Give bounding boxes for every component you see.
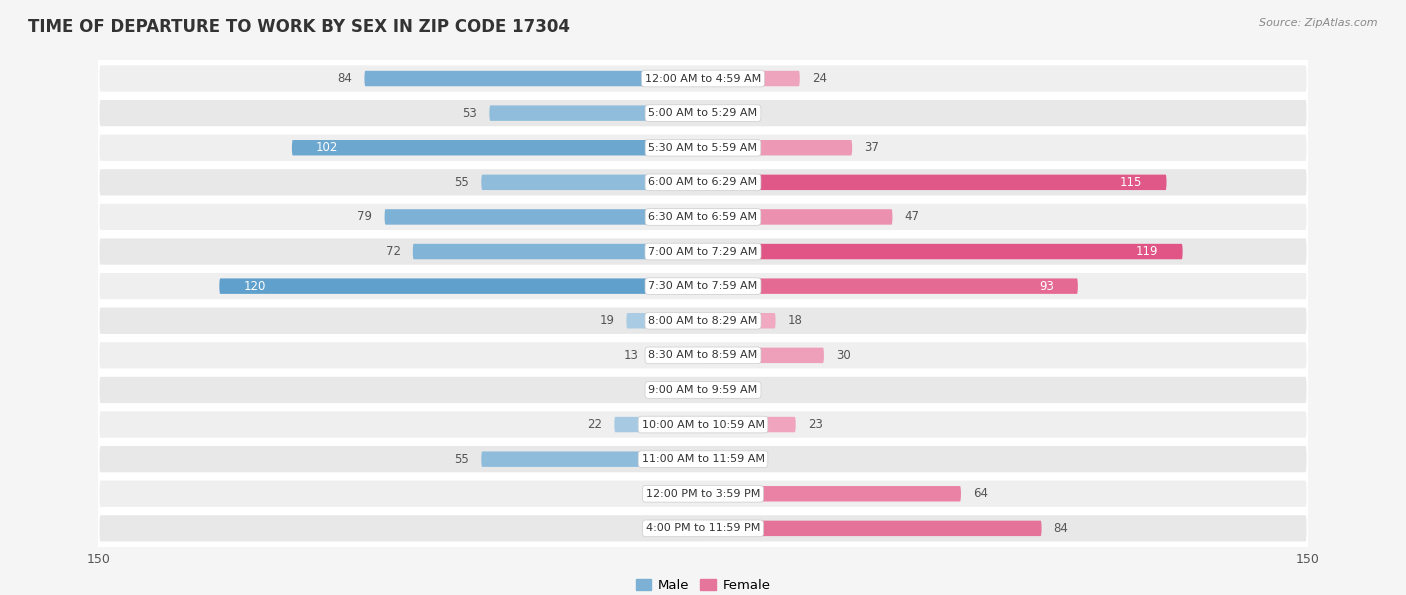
FancyBboxPatch shape <box>98 411 1308 439</box>
FancyBboxPatch shape <box>703 244 1182 259</box>
Text: 53: 53 <box>463 107 477 120</box>
FancyBboxPatch shape <box>98 445 1308 474</box>
FancyBboxPatch shape <box>675 521 703 536</box>
Text: 93: 93 <box>1039 280 1053 293</box>
Text: 84: 84 <box>1053 522 1069 535</box>
Text: 72: 72 <box>385 245 401 258</box>
Text: 120: 120 <box>243 280 266 293</box>
Text: 102: 102 <box>316 141 339 154</box>
Text: 8:00 AM to 8:29 AM: 8:00 AM to 8:29 AM <box>648 316 758 325</box>
Text: 119: 119 <box>1136 245 1159 258</box>
FancyBboxPatch shape <box>219 278 703 294</box>
FancyBboxPatch shape <box>98 203 1308 231</box>
FancyBboxPatch shape <box>703 209 893 225</box>
Text: 37: 37 <box>865 141 879 154</box>
Text: 6:00 AM to 6:29 AM: 6:00 AM to 6:29 AM <box>648 177 758 187</box>
FancyBboxPatch shape <box>703 382 731 397</box>
FancyBboxPatch shape <box>481 452 703 467</box>
Text: 10:00 AM to 10:59 AM: 10:00 AM to 10:59 AM <box>641 419 765 430</box>
Text: 5:00 AM to 5:29 AM: 5:00 AM to 5:29 AM <box>648 108 758 118</box>
Text: 7: 7 <box>744 383 751 396</box>
FancyBboxPatch shape <box>292 140 703 155</box>
Text: 18: 18 <box>787 314 803 327</box>
FancyBboxPatch shape <box>98 133 1308 162</box>
Text: 84: 84 <box>337 72 353 85</box>
Text: 0: 0 <box>716 453 723 466</box>
FancyBboxPatch shape <box>688 382 703 397</box>
FancyBboxPatch shape <box>651 347 703 363</box>
FancyBboxPatch shape <box>481 174 703 190</box>
Text: 11:00 AM to 11:59 AM: 11:00 AM to 11:59 AM <box>641 454 765 464</box>
FancyBboxPatch shape <box>627 313 703 328</box>
Text: 4:00 PM to 11:59 PM: 4:00 PM to 11:59 PM <box>645 524 761 533</box>
Text: 47: 47 <box>904 211 920 224</box>
FancyBboxPatch shape <box>98 64 1308 93</box>
FancyBboxPatch shape <box>98 237 1308 266</box>
Text: 64: 64 <box>973 487 988 500</box>
Text: 6:30 AM to 6:59 AM: 6:30 AM to 6:59 AM <box>648 212 758 222</box>
Text: 7:30 AM to 7:59 AM: 7:30 AM to 7:59 AM <box>648 281 758 291</box>
FancyBboxPatch shape <box>703 347 824 363</box>
FancyBboxPatch shape <box>385 209 703 225</box>
FancyBboxPatch shape <box>703 105 727 121</box>
FancyBboxPatch shape <box>666 486 703 502</box>
FancyBboxPatch shape <box>703 278 1078 294</box>
Text: 4: 4 <box>668 383 675 396</box>
FancyBboxPatch shape <box>703 521 1042 536</box>
Text: 5:30 AM to 5:59 AM: 5:30 AM to 5:59 AM <box>648 143 758 153</box>
FancyBboxPatch shape <box>413 244 703 259</box>
Text: 23: 23 <box>808 418 823 431</box>
Text: 55: 55 <box>454 453 470 466</box>
Text: 12:00 PM to 3:59 PM: 12:00 PM to 3:59 PM <box>645 488 761 499</box>
FancyBboxPatch shape <box>489 105 703 121</box>
Text: 7: 7 <box>655 522 662 535</box>
FancyBboxPatch shape <box>703 174 1167 190</box>
FancyBboxPatch shape <box>98 376 1308 404</box>
Text: 79: 79 <box>357 211 373 224</box>
Text: 24: 24 <box>811 72 827 85</box>
Text: 6: 6 <box>740 107 747 120</box>
Legend: Male, Female: Male, Female <box>630 574 776 595</box>
Text: 115: 115 <box>1121 176 1142 189</box>
FancyBboxPatch shape <box>98 168 1308 196</box>
Text: 7:00 AM to 7:29 AM: 7:00 AM to 7:29 AM <box>648 246 758 256</box>
Text: 12:00 AM to 4:59 AM: 12:00 AM to 4:59 AM <box>645 74 761 83</box>
Text: Source: ZipAtlas.com: Source: ZipAtlas.com <box>1260 18 1378 28</box>
Text: 8:30 AM to 8:59 AM: 8:30 AM to 8:59 AM <box>648 350 758 361</box>
Text: 19: 19 <box>599 314 614 327</box>
FancyBboxPatch shape <box>98 306 1308 335</box>
Text: 22: 22 <box>588 418 602 431</box>
FancyBboxPatch shape <box>703 313 776 328</box>
FancyBboxPatch shape <box>98 99 1308 127</box>
FancyBboxPatch shape <box>98 341 1308 369</box>
FancyBboxPatch shape <box>98 514 1308 543</box>
FancyBboxPatch shape <box>98 272 1308 300</box>
FancyBboxPatch shape <box>703 417 796 433</box>
Text: 9: 9 <box>647 487 655 500</box>
Text: 13: 13 <box>624 349 638 362</box>
FancyBboxPatch shape <box>703 486 960 502</box>
FancyBboxPatch shape <box>98 480 1308 508</box>
FancyBboxPatch shape <box>703 140 852 155</box>
Text: 30: 30 <box>837 349 851 362</box>
Text: 55: 55 <box>454 176 470 189</box>
Text: 9:00 AM to 9:59 AM: 9:00 AM to 9:59 AM <box>648 385 758 395</box>
FancyBboxPatch shape <box>364 71 703 86</box>
FancyBboxPatch shape <box>703 71 800 86</box>
FancyBboxPatch shape <box>614 417 703 433</box>
Text: TIME OF DEPARTURE TO WORK BY SEX IN ZIP CODE 17304: TIME OF DEPARTURE TO WORK BY SEX IN ZIP … <box>28 18 569 36</box>
